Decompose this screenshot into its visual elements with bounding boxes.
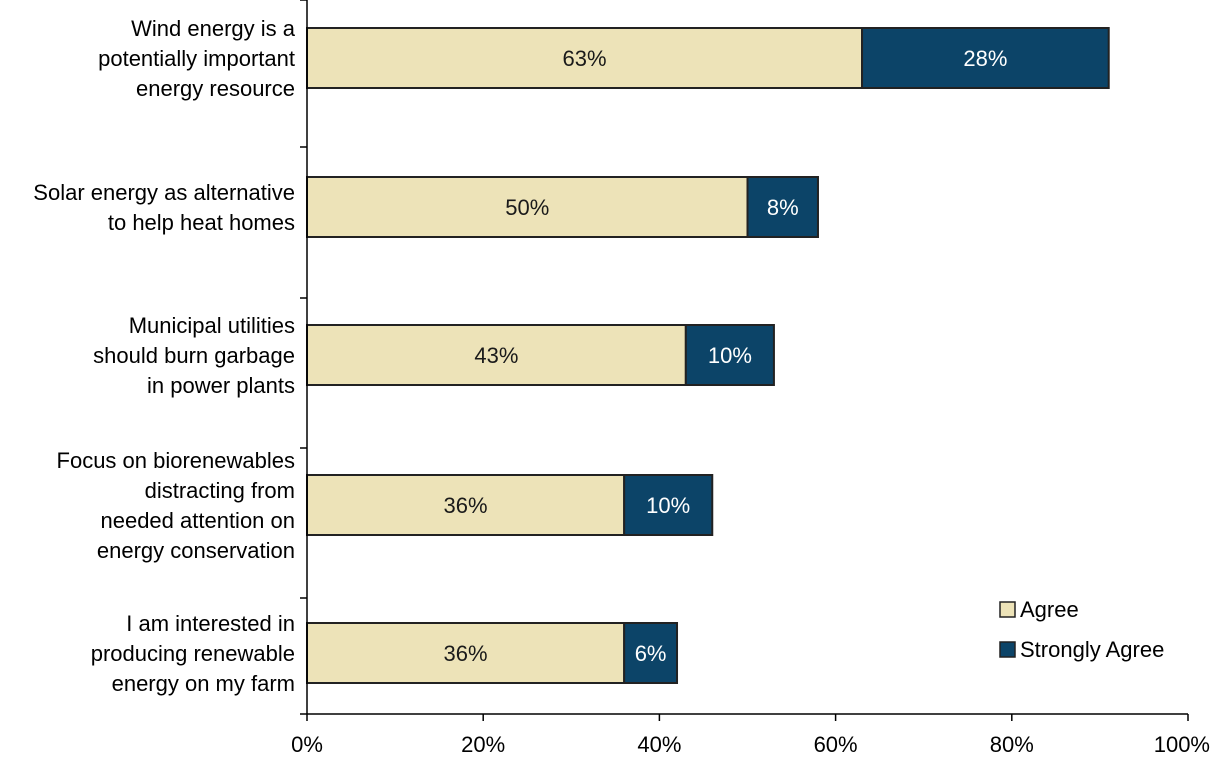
category-label-line: energy resource xyxy=(136,76,295,101)
bar-value-label: 6% xyxy=(635,641,667,666)
bar-strongly-agree-1 xyxy=(746,176,819,238)
category-label-line: I am interested in xyxy=(126,611,295,636)
category-label-line: Solar energy as alternative xyxy=(33,180,295,205)
category-label: Focus on biorenewables distracting from ne… xyxy=(57,448,295,563)
category-label-line: energy on my farm xyxy=(112,671,295,696)
bar-value-label: 63% xyxy=(562,46,606,71)
legend-swatch-strongly-agree xyxy=(999,641,1016,658)
bar-value-label: 28% xyxy=(963,46,1007,71)
bar-value-label: 43% xyxy=(474,343,518,368)
x-tick-label: 20% xyxy=(461,732,505,757)
bar-agree-3 xyxy=(306,474,626,536)
category-label-line: potentially important xyxy=(98,46,295,71)
legend: Agree Strongly Agree xyxy=(999,597,1164,662)
bars-layer xyxy=(306,27,1110,684)
bar-strongly-agree-0 xyxy=(861,27,1110,89)
bar-value-label: 10% xyxy=(646,493,690,518)
category-label-line: distracting from xyxy=(145,478,295,503)
bar-agree-1 xyxy=(306,176,749,238)
bar-strongly-agree-4 xyxy=(623,622,679,684)
bar-strongly-agree-2 xyxy=(684,324,775,386)
category-label-line: needed attention on xyxy=(100,508,295,533)
legend-label-strongly-agree: Strongly Agree xyxy=(1020,637,1164,662)
category-label-line: Municipal utilities xyxy=(129,313,295,338)
category-label: I am interested in producing renewable ene… xyxy=(91,611,295,696)
legend-label-agree: Agree xyxy=(1020,597,1079,622)
category-label-line: in power plants xyxy=(147,373,295,398)
category-label-line: should burn garbage xyxy=(93,343,295,368)
axis-layer: 0% 20% 40% 60% 80% 100% xyxy=(291,0,1210,757)
category-label: Wind energy is a potentially important ene… xyxy=(98,16,296,101)
category-label-line: Focus on biorenewables xyxy=(57,448,295,473)
bar-strongly-agree-3 xyxy=(623,474,714,536)
x-tick-label: 100% xyxy=(1154,732,1210,757)
bar-value-label: 36% xyxy=(444,493,488,518)
bar-value-label: 10% xyxy=(708,343,752,368)
x-tick-label: 40% xyxy=(637,732,681,757)
category-label-line: Wind energy is a xyxy=(131,16,296,41)
bar-value-label: 50% xyxy=(505,195,549,220)
category-label-line: to help heat homes xyxy=(108,210,295,235)
category-label: Municipal utilities should burn garbage in… xyxy=(93,313,295,398)
bar-value-label: 36% xyxy=(444,641,488,666)
bar-agree-0 xyxy=(306,27,864,89)
x-tick-label: 60% xyxy=(814,732,858,757)
x-tick-label: 0% xyxy=(291,732,323,757)
bar-agree-2 xyxy=(306,324,687,386)
legend-swatch-agree xyxy=(999,601,1016,618)
category-label-line: energy conservation xyxy=(97,538,295,563)
category-label-line: producing renewable xyxy=(91,641,295,666)
bar-value-label: 8% xyxy=(767,195,799,220)
x-tick-label: 80% xyxy=(990,732,1034,757)
category-label: Solar energy as alternative to help heat … xyxy=(33,180,295,235)
labels-layer: 63% 28% Wind energy is a potentially import… xyxy=(33,16,1007,696)
